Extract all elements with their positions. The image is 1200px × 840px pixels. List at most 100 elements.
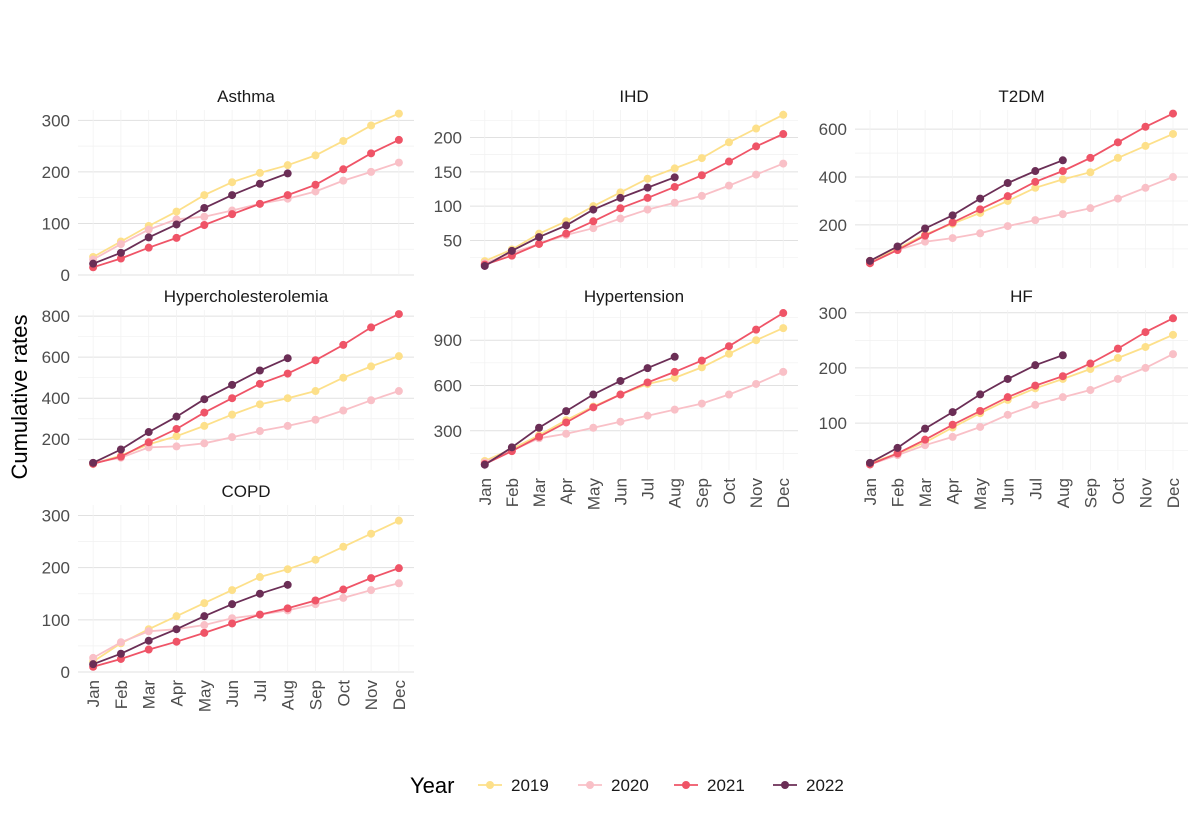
data-point-2020 xyxy=(1141,183,1150,192)
data-point-2019 xyxy=(255,573,264,582)
data-point-2019 xyxy=(697,363,706,372)
series-line-2021 xyxy=(484,133,784,266)
series-line-2022 xyxy=(869,159,1064,262)
data-point-2021 xyxy=(144,438,153,447)
data-point-2021 xyxy=(1086,359,1095,368)
data-point-2022 xyxy=(507,246,516,255)
data-point-2020 xyxy=(697,191,706,200)
data-point-2021 xyxy=(1169,314,1178,323)
data-point-2022 xyxy=(255,366,264,375)
data-point-2022 xyxy=(200,203,209,212)
data-point-2022 xyxy=(535,233,544,242)
x-tick-label: Nov xyxy=(1136,478,1155,509)
data-point-2022 xyxy=(283,354,292,363)
data-point-2021 xyxy=(697,356,706,365)
data-point-2021 xyxy=(697,171,706,180)
x-tick-label: Jun xyxy=(999,478,1018,505)
y-tick-label: 300 xyxy=(42,506,70,525)
data-point-2019 xyxy=(255,168,264,177)
data-point-2021 xyxy=(589,403,598,412)
data-point-2020 xyxy=(589,224,598,233)
data-point-2021 xyxy=(1003,393,1012,402)
data-point-2022 xyxy=(865,458,874,467)
data-point-2022 xyxy=(616,376,625,385)
legend-key-point xyxy=(781,781,789,789)
data-point-2022 xyxy=(976,194,985,203)
data-point-2019 xyxy=(394,109,403,118)
data-point-2021 xyxy=(1141,328,1150,337)
data-point-2021 xyxy=(1058,167,1067,176)
y-tick-label: 150 xyxy=(434,163,462,182)
x-tick-label: Aug xyxy=(666,478,685,508)
data-point-2020 xyxy=(200,439,209,448)
panel-title-t2dm: T2DM xyxy=(998,87,1044,106)
y-tick-label: 900 xyxy=(434,331,462,350)
x-tick-label: Dec xyxy=(774,478,793,509)
data-point-2021 xyxy=(116,452,125,461)
data-point-2022 xyxy=(200,612,209,621)
data-point-2021 xyxy=(283,604,292,613)
data-point-2020 xyxy=(670,405,679,414)
data-point-2021 xyxy=(394,135,403,144)
data-point-2021 xyxy=(339,165,348,174)
data-point-2022 xyxy=(1058,156,1067,165)
panel-hypertension: Hypertension 300 600 900 Jan Feb Mar Apr May Jun J… xyxy=(434,287,798,510)
data-point-2021 xyxy=(948,218,957,227)
series-line-2020 xyxy=(92,390,400,464)
data-point-2021 xyxy=(1031,381,1040,390)
data-point-2021 xyxy=(339,340,348,349)
series-line-2019 xyxy=(869,333,1174,465)
data-point-2019 xyxy=(1141,342,1150,351)
data-point-2021 xyxy=(228,394,237,403)
data-point-2021 xyxy=(616,390,625,399)
series-line-2022 xyxy=(869,354,1064,464)
y-tick-label: 600 xyxy=(434,376,462,395)
data-point-2021 xyxy=(779,309,788,318)
x-tick-label: Feb xyxy=(503,478,522,507)
data-point-2021 xyxy=(394,310,403,319)
panel-title-hypertension: Hypertension xyxy=(584,287,684,306)
legend-label: 2020 xyxy=(611,776,649,795)
x-tick-label: Sep xyxy=(306,680,325,710)
data-point-2022 xyxy=(480,261,489,270)
data-point-2020 xyxy=(921,237,930,246)
data-point-2021 xyxy=(1031,177,1040,186)
data-point-2022 xyxy=(1031,361,1040,370)
data-point-2022 xyxy=(670,352,679,361)
data-point-2022 xyxy=(865,256,874,265)
y-tick-label: 100 xyxy=(42,611,70,630)
series-line-2022 xyxy=(484,176,676,267)
legend-key-point xyxy=(586,781,594,789)
data-point-2019 xyxy=(367,121,376,130)
data-point-2022 xyxy=(228,380,237,389)
data-point-2022 xyxy=(283,169,292,178)
data-point-2019 xyxy=(283,161,292,170)
series-line-2022 xyxy=(484,355,676,466)
data-point-2020 xyxy=(339,593,348,602)
series-line-2022 xyxy=(92,583,288,666)
data-point-2022 xyxy=(948,211,957,220)
data-point-2020 xyxy=(948,432,957,441)
x-tick-label: Sep xyxy=(693,478,712,508)
data-point-2020 xyxy=(724,181,733,190)
data-point-2020 xyxy=(779,159,788,168)
data-point-2022 xyxy=(976,390,985,399)
x-tick-label: Feb xyxy=(889,478,908,507)
series-line-2019 xyxy=(869,133,1174,262)
y-tick-label: 200 xyxy=(819,359,847,378)
data-point-2021 xyxy=(535,432,544,441)
data-point-2021 xyxy=(1141,122,1150,131)
data-point-2020 xyxy=(697,399,706,408)
data-point-2021 xyxy=(144,243,153,252)
data-point-2021 xyxy=(562,229,571,238)
data-point-2020 xyxy=(1003,410,1012,419)
data-point-2022 xyxy=(228,191,237,200)
data-point-2020 xyxy=(394,579,403,588)
data-point-2019 xyxy=(172,432,181,441)
data-point-2022 xyxy=(200,395,209,404)
data-point-2022 xyxy=(562,407,571,416)
x-tick-label: Jun xyxy=(223,680,242,707)
data-point-2021 xyxy=(1169,109,1178,118)
data-point-2019 xyxy=(697,154,706,163)
